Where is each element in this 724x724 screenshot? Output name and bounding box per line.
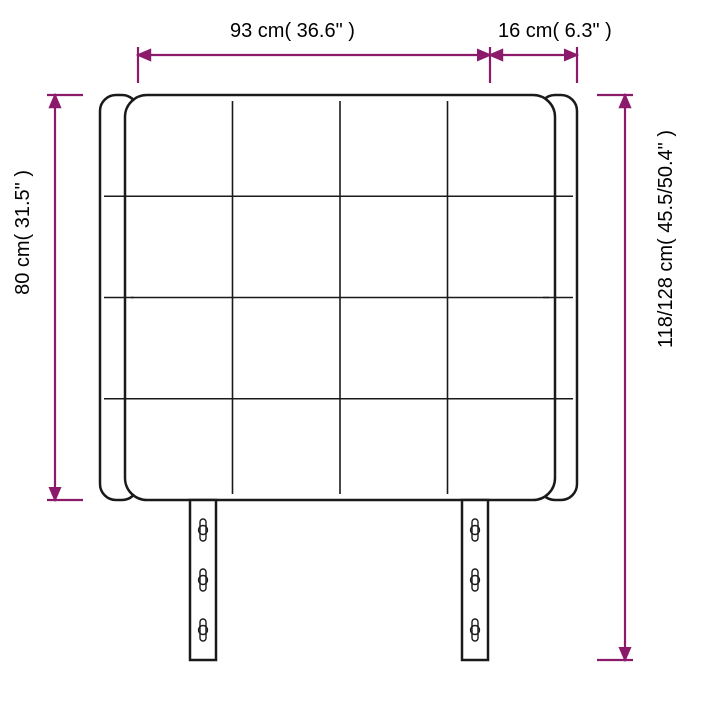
diagram-canvas: 93 cm( 36.6" ) 16 cm( 6.3" ) 80 cm( 31.5… [0, 0, 724, 724]
dimension-label-left-height: 80 cm( 31.5" ) [12, 170, 35, 295]
dimension-label-right-height: 118/128 cm( 45.5/50.4" ) [655, 130, 678, 348]
dimension-label-width: 93 cm( 36.6" ) [230, 20, 355, 43]
dimension-label-depth: 16 cm( 6.3" ) [498, 20, 612, 43]
drawing-svg [0, 0, 724, 724]
